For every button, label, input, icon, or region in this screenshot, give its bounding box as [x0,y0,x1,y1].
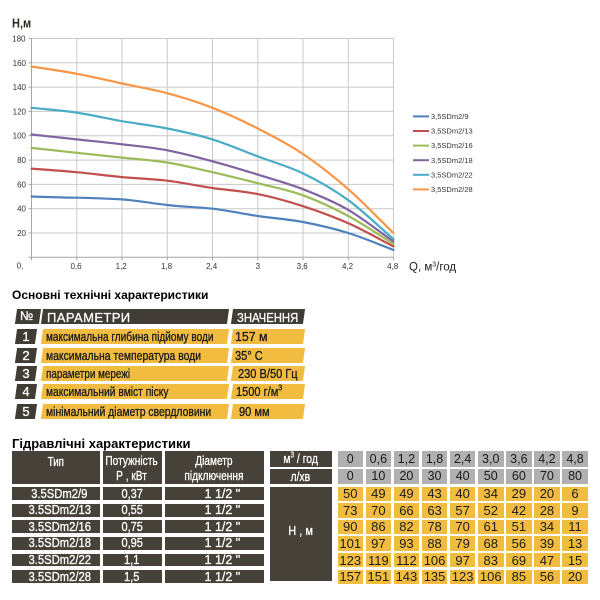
svg-text:3,5SDm2/13: 3,5SDm2/13 [431,127,473,136]
svg-text:3,5SDm2/16: 3,5SDm2/16 [431,141,473,150]
svg-text:1,8: 1,8 [161,262,173,271]
svg-text:3,5SDm2/18: 3,5SDm2/18 [431,156,473,165]
svg-text:3,5SDm2/22: 3,5SDm2/22 [431,170,473,179]
svg-text:20: 20 [17,229,26,238]
svg-text:3,5SDm2/28: 3,5SDm2/28 [431,185,473,194]
svg-text:Q, м3/год: Q, м3/год [409,262,456,274]
svg-text:80: 80 [17,156,26,165]
svg-text:3: 3 [256,262,261,271]
svg-text:4,8: 4,8 [387,262,399,271]
svg-text:180: 180 [12,35,26,44]
svg-text:3,5SDm2/9: 3,5SDm2/9 [431,112,469,121]
svg-text:1,2: 1,2 [116,262,128,271]
svg-text:3,6: 3,6 [297,262,309,271]
svg-text:140: 140 [13,83,27,92]
svg-text:0,: 0, [17,262,24,271]
svg-text:4,2: 4,2 [342,262,354,271]
svg-text:2,4: 2,4 [206,262,218,271]
svg-text:60: 60 [17,180,26,189]
svg-text:100: 100 [13,132,27,141]
svg-text:120: 120 [13,107,27,116]
svg-text:40: 40 [17,205,26,214]
svg-text:0,6: 0,6 [70,262,82,271]
svg-text:160: 160 [13,59,27,68]
svg-text:Н,м: Н,м [12,17,31,31]
